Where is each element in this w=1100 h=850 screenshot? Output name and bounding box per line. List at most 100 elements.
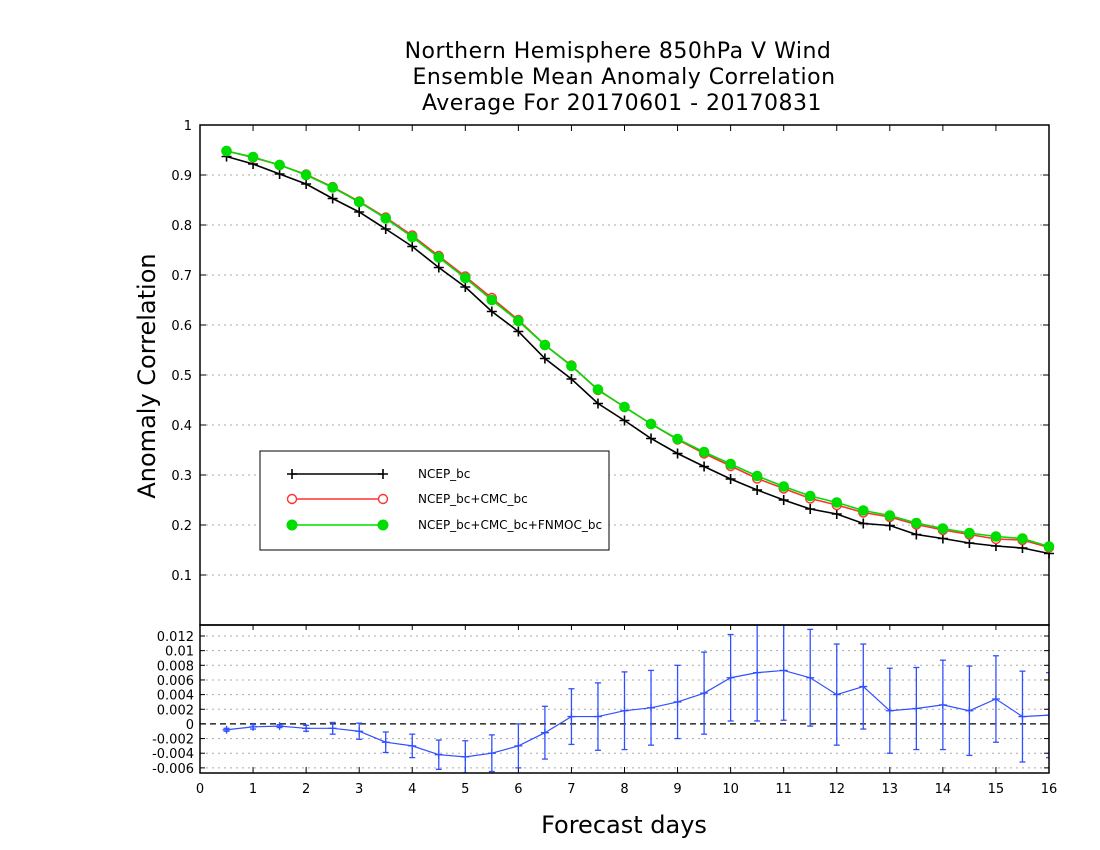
data-point-ncep-cmc-fnmoc — [990, 531, 1002, 542]
data-point-ncep-cmc-fnmoc — [884, 510, 896, 521]
difference-plot-panel: 0.0120.010.0080.0060.0040.0020-0.002-0.0… — [152, 624, 1057, 797]
difference-point — [567, 712, 576, 721]
data-point-ncep — [460, 282, 471, 292]
data-point-ncep-cmc-fnmoc — [911, 517, 922, 529]
data-point-ncep-cmc-fnmoc — [645, 418, 657, 430]
main-y-tick-label: 0.5 — [171, 369, 192, 384]
difference-point — [859, 682, 868, 691]
x-tick-label: 5 — [461, 782, 469, 797]
difference-point — [647, 703, 656, 712]
diff-y-tick-label: 0.004 — [157, 689, 194, 704]
difference-point — [249, 722, 258, 731]
main-y-tick-label: 0.2 — [171, 519, 192, 534]
difference-point — [487, 749, 496, 758]
data-point-ncep-cmc-fnmoc — [857, 505, 869, 516]
difference-point — [328, 724, 337, 733]
difference-point — [434, 750, 443, 759]
main-y-tick-label: 0.4 — [171, 419, 192, 434]
main-y-tick-label: 0.6 — [171, 319, 192, 334]
diff-y-tick-label: 0.006 — [157, 674, 194, 689]
difference-point — [275, 722, 284, 731]
data-point-ncep — [911, 529, 922, 540]
data-point-ncep-cmc-fnmoc — [406, 231, 418, 243]
data-point-ncep — [725, 474, 736, 484]
data-point-ncep — [327, 193, 338, 204]
data-point-ncep — [752, 485, 763, 495]
difference-point — [222, 725, 231, 734]
difference-point — [302, 724, 311, 733]
data-point-ncep-cmc-fnmoc — [247, 151, 259, 163]
difference-point — [753, 668, 762, 677]
legend-label-0: NCEP_bc — [418, 467, 470, 481]
data-point-ncep-cmc-fnmoc — [937, 523, 949, 534]
diff-series-group — [222, 625, 1049, 773]
x-tick-label: 1 — [249, 782, 257, 797]
data-point-ncep — [433, 262, 444, 273]
data-point-ncep-cmc-fnmoc — [221, 145, 232, 157]
difference-point — [1045, 711, 1049, 720]
data-point-ncep-cmc-fnmoc — [433, 252, 445, 263]
difference-point — [700, 689, 709, 698]
data-point-ncep — [380, 224, 391, 234]
data-point-ncep-cmc-fnmoc — [804, 490, 816, 502]
main-y-tick-label: 0.7 — [171, 269, 192, 284]
legend-marker-ncep — [287, 469, 297, 479]
diff-y-tick-label: 0 — [186, 718, 194, 733]
data-point-ncep — [354, 207, 365, 217]
diff-y-tick-label: -0.004 — [152, 747, 194, 762]
data-point-ncep — [566, 374, 577, 384]
difference-point — [1018, 712, 1027, 721]
data-point-ncep-cmc-fnmoc — [486, 294, 498, 306]
data-point-ncep-cmc-fnmoc — [539, 339, 551, 351]
data-point-ncep-cmc-fnmoc — [566, 360, 577, 372]
diff-y-tick-label: -0.006 — [152, 762, 194, 777]
difference-point — [965, 706, 974, 715]
difference-point — [593, 712, 602, 721]
data-point-ncep-cmc-fnmoc — [1043, 541, 1055, 552]
data-point-ncep — [646, 433, 657, 444]
title-line-1: Northern Hemisphere 850hPa V Wind — [405, 39, 832, 64]
main-y-tick-label: 0.9 — [171, 169, 192, 184]
diff-y-tick-label: 0.01 — [165, 645, 194, 660]
x-tick-label: 14 — [935, 782, 952, 797]
difference-point — [408, 741, 417, 750]
data-point-ncep-cmc-fnmoc — [672, 433, 683, 445]
data-point-ncep — [778, 495, 789, 505]
x-tick-label: 10 — [722, 782, 739, 797]
difference-point — [381, 738, 390, 747]
data-point-ncep — [513, 326, 524, 337]
difference-point — [540, 728, 549, 737]
data-point-ncep — [858, 518, 869, 529]
data-point-ncep — [672, 448, 683, 459]
data-point-ncep-cmc-fnmoc — [1017, 533, 1028, 544]
main-y-tick-label: 0.8 — [171, 219, 192, 234]
series-line-0 — [226, 155, 1050, 555]
data-point-ncep-cmc-fnmoc — [300, 169, 312, 181]
data-point-ncep-cmc-fnmoc — [380, 213, 392, 224]
difference-point — [673, 697, 682, 706]
difference-point — [620, 706, 629, 715]
data-point-ncep — [274, 169, 285, 179]
difference-line — [226, 669, 1049, 758]
difference-point — [938, 700, 947, 709]
data-point-ncep — [486, 306, 497, 317]
data-point-ncep-cmc-fnmoc — [327, 182, 338, 193]
difference-point — [726, 673, 735, 682]
data-point-ncep-cmc-fnmoc — [353, 196, 365, 208]
data-point-ncep — [699, 461, 710, 472]
data-point-ncep — [592, 398, 603, 409]
difference-point — [806, 673, 815, 682]
difference-point — [832, 690, 841, 699]
x-tick-label: 12 — [828, 782, 845, 797]
data-point-ncep-cmc-fnmoc — [274, 159, 285, 171]
diff-y-tick-label: 0.008 — [157, 659, 194, 674]
data-point-ncep — [301, 179, 312, 189]
legend-label-1: NCEP_bc+CMC_bc — [418, 492, 528, 506]
x-tick-label: 0 — [196, 782, 204, 797]
data-point-ncep — [619, 415, 630, 426]
data-point-ncep — [831, 509, 842, 519]
main-plot-panel: 0.1 0.2 0.3 0.4 0.5 0.6 0.7 0.8 0.9 1 — [171, 119, 1055, 626]
diff-plot-frame — [199, 624, 1050, 774]
difference-point — [355, 727, 364, 736]
